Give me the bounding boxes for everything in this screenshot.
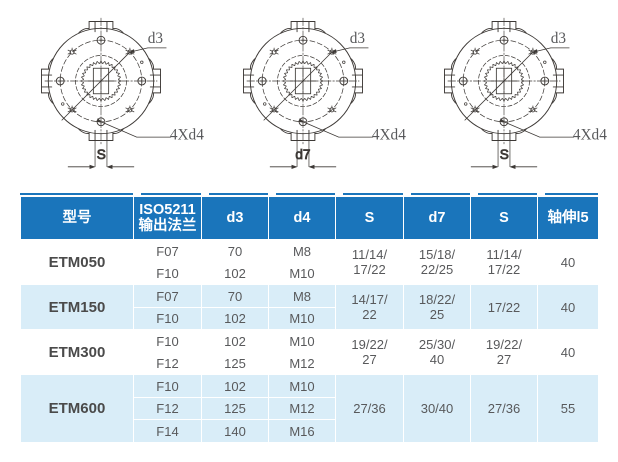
svg-text:d7: d7	[295, 147, 310, 162]
svg-text:S: S	[97, 147, 106, 162]
svg-text:S: S	[500, 147, 509, 162]
